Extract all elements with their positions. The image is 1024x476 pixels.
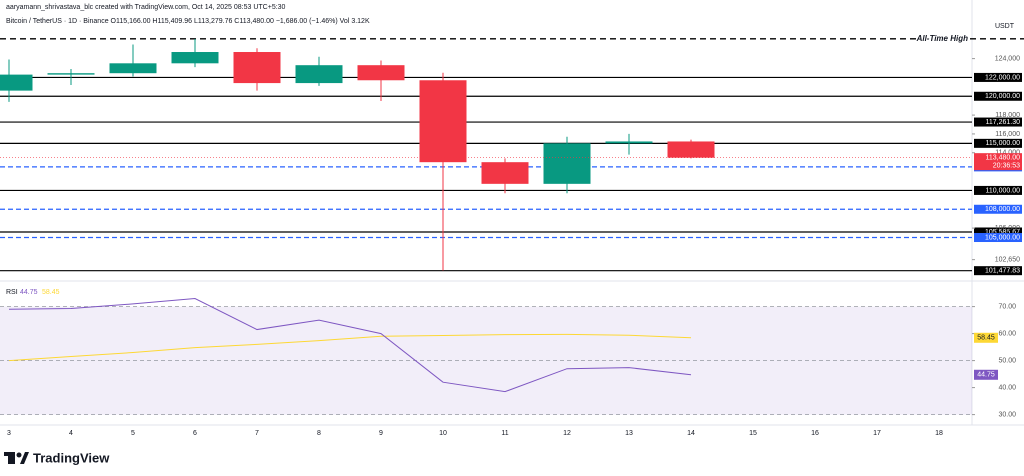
level-label: 115,000.00 [985,140,1020,147]
rsi-badge [974,369,998,380]
rsi-line [8,333,692,362]
level-badge [974,91,1022,101]
chart-title: Bitcoin / TetherUS · 1D · Binance O115,1… [6,18,370,25]
currency-label: USDT [995,23,1015,30]
candle-body [295,65,343,84]
x-tick-label: 17 [873,430,881,437]
candle-body [667,141,715,158]
last-price-label: 113,480.00 [985,155,1020,162]
y-tick-label: 102,650 [995,256,1020,263]
level-label: 117,261.30 [985,119,1020,126]
y-tick-label: 30.00 [998,411,1016,418]
x-tick-label: 8 [317,430,321,437]
x-tick-label: 10 [439,430,447,437]
x-tick-label: 6 [193,430,197,437]
x-tick-label: 14 [687,430,695,437]
candle-body [171,52,219,64]
y-tick-label: 124,000 [995,55,1020,62]
level-badge [974,204,1022,214]
rsi-badge [974,332,998,343]
candle-body [543,143,591,184]
x-tick-label: 9 [379,430,383,437]
level-label: 110,000.00 [985,187,1020,194]
candle-body [233,52,281,84]
x-tick-label: 5 [131,430,135,437]
y-tick-label: 106,000 [995,225,1020,232]
rsi-legend-value: 58.45 [42,289,60,296]
x-tick-label: 4 [69,430,73,437]
chart-subtitle: aaryamann_shrivastava_blc created with T… [6,4,286,11]
candle-body [0,74,33,91]
last-price-badge [974,153,1022,171]
level-label: 105,585.67 [985,229,1020,236]
candle-body [47,73,95,75]
level-badge [974,72,1022,82]
y-tick-label: 118,000 [995,112,1020,119]
countdown: 20:36:53 [993,163,1020,170]
rsi-legend-value: 44.75 [20,289,38,296]
candle-body [357,65,405,81]
y-tick-label: 60.00 [998,330,1016,337]
brand-name: TradingView [33,450,110,465]
ath-label: All-Time High [916,34,969,43]
rsi-badge-label: 44.75 [977,372,995,379]
y-tick-label: 50.00 [998,357,1016,364]
brand-logo [4,452,29,464]
level-label: 105,000.00 [985,234,1020,241]
candle-body [481,162,529,184]
y-tick-label: 116,000 [995,131,1020,138]
y-tick-label: 114,000 [995,150,1020,157]
x-tick-label: 15 [749,430,757,437]
candle-body [605,141,653,144]
rsi-title: RSI [6,289,18,296]
ath-label-bg [916,33,970,44]
level-label: 120,000.00 [985,93,1020,100]
level-badge [974,185,1022,195]
level-badge [974,227,1022,237]
level-label: 101,477.83 [985,268,1020,275]
level-badge [974,117,1022,127]
level-label: 122,000.00 [985,74,1020,81]
rsi-line [8,297,692,393]
candle-body [419,80,467,163]
x-tick-label: 18 [935,430,943,437]
x-tick-label: 3 [7,430,11,437]
y-tick-label: 70.00 [998,303,1016,310]
level-badge [974,138,1022,148]
x-tick-label: 11 [501,430,508,437]
level-badge [974,266,1022,276]
rsi-badge-label: 58.45 [977,335,995,342]
x-tick-label: 12 [563,430,571,437]
y-tick-label: 40.00 [998,384,1016,391]
x-tick-label: 13 [625,430,633,437]
candle-body [109,63,157,74]
level-label: 108,000.00 [985,206,1020,213]
level-badge [974,233,1022,243]
x-tick-label: 16 [811,430,819,437]
x-tick-label: 7 [255,430,259,437]
